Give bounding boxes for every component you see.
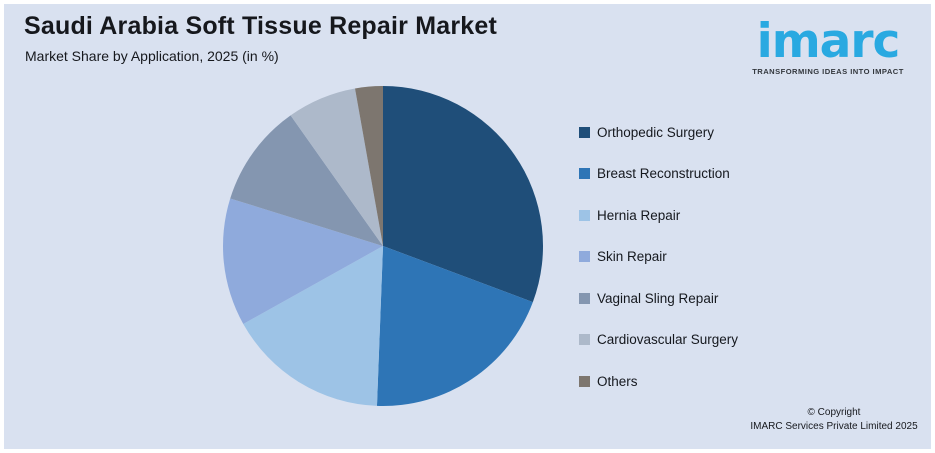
pie-slice-hernia-repair <box>243 246 383 406</box>
chart-panel: Saudi Arabia Soft Tissue Repair Market M… <box>4 4 931 449</box>
legend-label: Breast Reconstruction <box>597 166 730 181</box>
copyright-line2: IMARC Services Private Limited 2025 <box>750 421 918 432</box>
copyright-notice: © Copyright IMARC Services Private Limit… <box>748 406 920 434</box>
legend-label: Orthopedic Surgery <box>597 124 715 140</box>
pie-chart <box>222 86 544 407</box>
legend-item-orthopedic-surgery: Orthopedic Surgery <box>579 124 738 140</box>
legend-label: Cardiovascular Surgery <box>597 332 739 347</box>
legend-label: Skin Repair <box>597 249 667 264</box>
imarc-wordmark: imarc <box>756 14 901 69</box>
legend-item-vaginal-sling-repair: Vaginal Sling Repair <box>579 290 738 306</box>
legend-item-others: Others <box>579 373 738 389</box>
pie-slice-cardiovascular-surgery <box>290 88 383 246</box>
legend-label: Vaginal Sling Repair <box>597 290 719 306</box>
legend-item-skin-repair: Skin Repair <box>579 249 738 264</box>
pie-slice-breast-reconstruction <box>376 246 533 407</box>
legend-label: Hernia Repair <box>597 207 681 223</box>
page-title: Saudi Arabia Soft Tissue Repair Market <box>24 12 498 40</box>
legend-swatch <box>579 334 590 345</box>
legend-swatch <box>579 375 590 387</box>
legend-item-cardiovascular-surgery: Cardiovascular Surgery <box>579 332 739 347</box>
imarc-tagline: TRANSFORMING IDEAS INTO IMPACT <box>752 67 904 76</box>
legend-swatch <box>579 168 590 179</box>
legend-item-hernia-repair: Hernia Repair <box>579 207 738 223</box>
chart-legend: Orthopedic Surgery Breast Reconstruction… <box>579 125 738 416</box>
pie-slice-vaginal-sling-repair <box>230 115 383 246</box>
legend-swatch <box>579 209 590 221</box>
pie-slice-others <box>355 86 383 246</box>
legend-swatch <box>579 292 590 304</box>
legend-swatch <box>579 126 590 138</box>
pie-slice-skin-repair <box>222 198 383 324</box>
legend-label: Others <box>597 373 638 389</box>
legend-item-breast-reconstruction: Breast Reconstruction <box>579 166 738 181</box>
imarc-logo: imarc TRANSFORMING IDEAS INTO IMPACT <box>735 18 921 76</box>
legend-swatch <box>579 251 590 262</box>
page-subtitle: Market Share by Application, 2025 (in %) <box>25 48 279 64</box>
copyright-line1: © Copyright <box>807 407 861 418</box>
pie-slice-orthopedic-surgery <box>383 86 544 303</box>
